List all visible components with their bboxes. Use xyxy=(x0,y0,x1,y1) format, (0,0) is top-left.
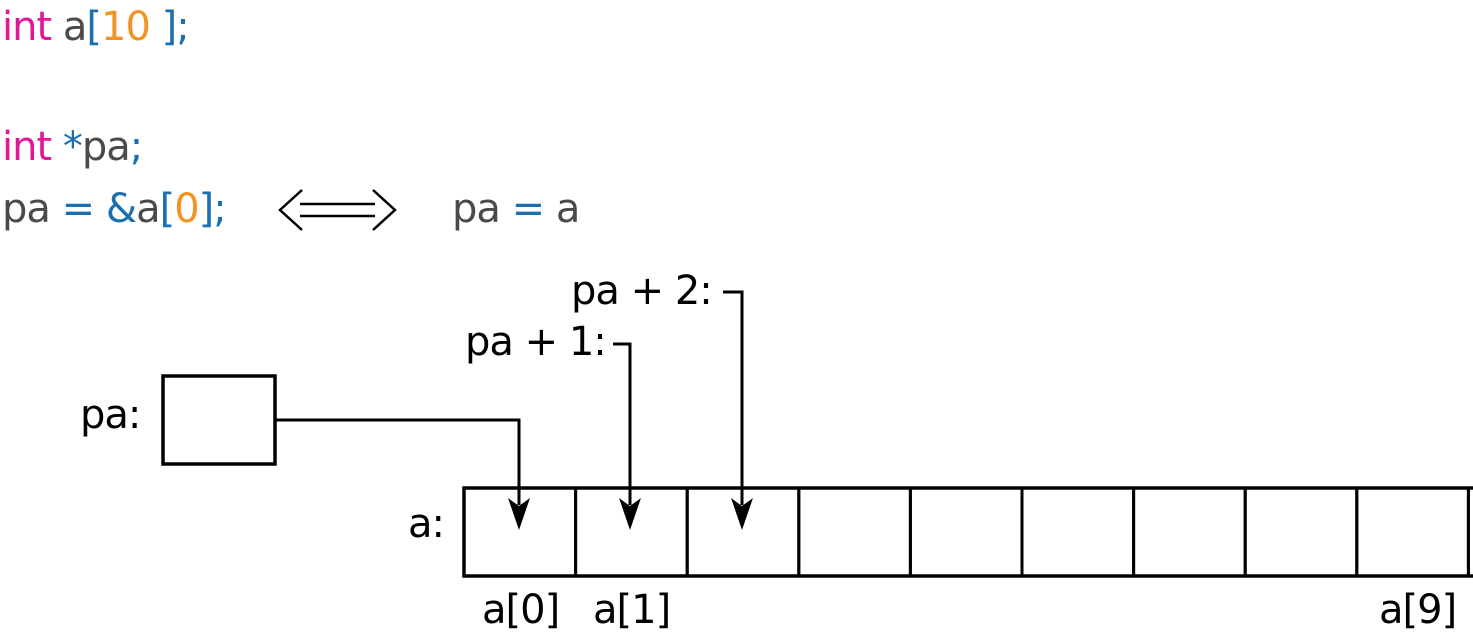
array-cell-6 xyxy=(1132,486,1247,578)
index-label-a1: a[1] xyxy=(593,587,670,633)
array-cell-3 xyxy=(797,486,912,578)
array-name: a xyxy=(62,4,87,50)
arrowhead-a0-icon xyxy=(508,498,530,530)
pointer-name: pa xyxy=(452,186,501,232)
pointer-name: pa xyxy=(81,124,131,170)
array-cell-9 xyxy=(1466,486,1473,578)
open-bracket: [ xyxy=(159,186,176,232)
array-name: a xyxy=(136,186,160,232)
keyword-int: int xyxy=(2,124,52,170)
pa-plus-2-arrow xyxy=(723,290,744,505)
pa-to-a0-arrow xyxy=(275,418,521,505)
pa-box xyxy=(161,374,277,466)
equals: = xyxy=(499,186,556,232)
keyword-int: int xyxy=(2,4,52,50)
code-line-assignment: pa = &a[0]; xyxy=(2,185,227,233)
pa-plus-1-label: pa + 1: xyxy=(465,319,606,365)
array-cell-8 xyxy=(1355,486,1470,578)
array-cell-5 xyxy=(1020,486,1136,578)
array-name: a xyxy=(555,186,580,232)
semicolon: ; xyxy=(129,124,144,170)
address-of: & xyxy=(105,186,137,232)
array-outline xyxy=(462,486,1473,578)
close-bracket-semicolon: ]; xyxy=(198,186,227,232)
open-bracket: [ xyxy=(86,4,102,50)
code-line-array-decl: int a[10 ]; xyxy=(2,3,190,51)
index-label-a0: a[0] xyxy=(482,587,559,633)
array-cell-7 xyxy=(1243,486,1359,578)
equals: = xyxy=(49,186,106,232)
pa-plus-2-label: pa + 2: xyxy=(571,268,712,314)
array-label: a: xyxy=(408,501,444,547)
close-bracket-semicolon: ]; xyxy=(149,4,190,50)
array-cell-4 xyxy=(908,486,1024,578)
pa-plus-1-arrow xyxy=(613,342,632,505)
arrowhead-a2-icon xyxy=(731,498,753,530)
code-equivalent-expression: pa = a xyxy=(452,185,580,233)
equivalence-arrow-icon xyxy=(278,189,397,231)
arrowhead-a1-icon xyxy=(619,498,641,530)
pointer-name: pa xyxy=(2,186,51,232)
array-size: 10 xyxy=(101,4,151,50)
pa-label: pa: xyxy=(80,392,140,438)
code-line-pointer-decl: int *pa; xyxy=(2,123,144,171)
pointer-star: * xyxy=(62,124,83,170)
index-zero: 0 xyxy=(174,186,199,232)
index-label-a9: a[9] xyxy=(1379,587,1456,633)
array-cells xyxy=(462,486,1473,578)
